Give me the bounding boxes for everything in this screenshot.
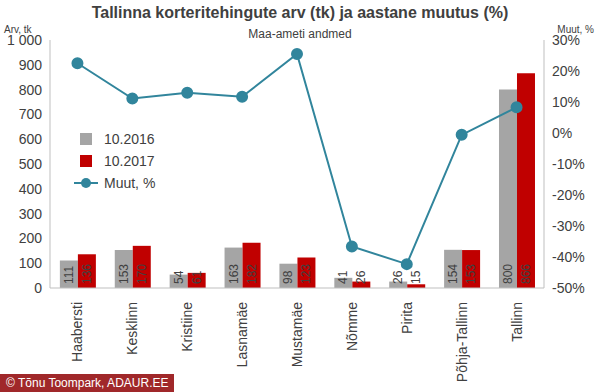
svg-text:Kesklinn: Kesklinn — [124, 302, 140, 355]
svg-text:Pirita: Pirita — [399, 302, 415, 334]
svg-text:153: 153 — [464, 264, 478, 284]
svg-text:200: 200 — [19, 230, 43, 246]
svg-text:800: 800 — [19, 82, 43, 98]
svg-text:182: 182 — [245, 264, 259, 284]
svg-text:600: 600 — [19, 131, 43, 147]
svg-text:-20%: -20% — [552, 187, 585, 203]
svg-text:800: 800 — [501, 264, 515, 284]
svg-text:15: 15 — [409, 270, 423, 284]
svg-text:-40%: -40% — [552, 249, 585, 265]
svg-text:30%: 30% — [552, 32, 580, 48]
svg-text:Lasnamäe: Lasnamäe — [234, 302, 250, 368]
html-text:Maa-ameti andmed: Maa-ameti andmed — [248, 27, 352, 41]
svg-text:54: 54 — [172, 270, 186, 284]
html-text:© Tõnu Toompark, ADAUR.EE: © Tõnu Toompark, ADAUR.EE — [6, 376, 169, 390]
svg-text:-30%: -30% — [552, 218, 585, 234]
svg-text:Mustamäe: Mustamäe — [289, 302, 305, 368]
svg-text:26: 26 — [391, 270, 405, 284]
svg-text:20%: 20% — [552, 63, 580, 79]
svg-text:-50%: -50% — [552, 280, 585, 296]
svg-text:400: 400 — [19, 181, 43, 197]
svg-text:100: 100 — [19, 255, 43, 271]
svg-text:26: 26 — [354, 270, 368, 284]
svg-text:163: 163 — [227, 264, 241, 284]
svg-text:500: 500 — [19, 156, 43, 172]
svg-text:-10%: -10% — [552, 156, 585, 172]
svg-text:0%: 0% — [552, 125, 572, 141]
svg-text:Kristiine: Kristiine — [179, 302, 195, 352]
html-text:Muut, %: Muut, % — [104, 175, 156, 191]
svg-text:866: 866 — [519, 264, 533, 284]
svg-text:41: 41 — [336, 270, 350, 284]
svg-text:154: 154 — [446, 264, 460, 284]
svg-text:Tallinn: Tallinn — [509, 302, 525, 342]
svg-text:Haabersti: Haabersti — [69, 302, 85, 362]
svg-text:0: 0 — [34, 280, 42, 296]
html-text:Arv, tk: Arv, tk — [4, 24, 32, 35]
html-text:Muut, %: Muut, % — [557, 24, 594, 35]
svg-text:900: 900 — [19, 57, 43, 73]
html-text:10.2016: 10.2016 — [104, 131, 155, 147]
svg-text:Põhja-Tallinn: Põhja-Tallinn — [454, 302, 470, 382]
svg-text:Nõmme: Nõmme — [344, 302, 360, 351]
svg-text:153: 153 — [117, 264, 131, 284]
svg-text:136: 136 — [80, 264, 94, 284]
svg-text:170: 170 — [135, 264, 149, 284]
html-text:10.2017: 10.2017 — [104, 153, 155, 169]
svg-text:1 000: 1 000 — [8, 32, 42, 48]
svg-text:111: 111 — [62, 265, 76, 284]
svg-text:123: 123 — [299, 264, 313, 284]
svg-text:10%: 10% — [552, 94, 580, 110]
svg-text:61: 61 — [190, 270, 204, 284]
svg-text:300: 300 — [19, 206, 43, 222]
svg-text:98: 98 — [281, 270, 295, 284]
svg-text:700: 700 — [19, 106, 43, 122]
html-text:Tallinna korteritehingute arv: Tallinna korteritehingute arv (tk) ja aa… — [91, 4, 509, 21]
